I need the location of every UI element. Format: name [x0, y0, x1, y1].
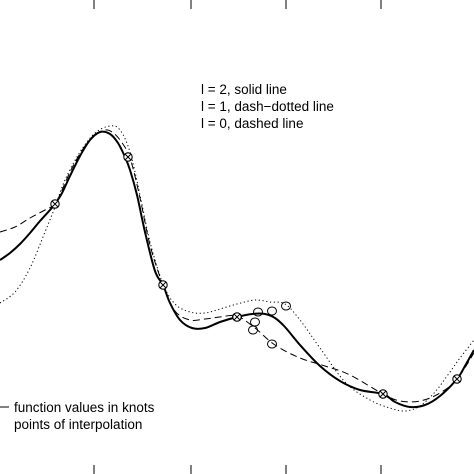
interpolation-point: [248, 325, 258, 335]
curves-layer: [0, 125, 474, 412]
knot-marker: [123, 152, 133, 162]
annotation-l2: l = 2, solid line: [201, 82, 287, 97]
knot-cross-b: [453, 375, 461, 383]
interpolation-point: [250, 317, 260, 327]
knot-marker: [50, 199, 60, 209]
markers-layer: [50, 152, 462, 399]
annotation-l0: l = 0, dashed line: [201, 116, 303, 131]
interpolation-point: [253, 307, 263, 317]
knot-marker: [158, 280, 168, 290]
plot-frame: [93, 0, 382, 474]
legend-knots-label: function values in knots: [14, 400, 155, 415]
legend-interp-label: points of interpolation: [14, 417, 142, 432]
knot-marker: [378, 389, 388, 399]
knot-cross-b: [233, 313, 241, 321]
series-l1-dash-line: [0, 129, 474, 403]
knot-cross-b: [379, 390, 387, 398]
interpolation-point: [267, 339, 277, 349]
knot-cross-b: [159, 281, 167, 289]
knot-cross-b: [124, 153, 132, 161]
knot-marker: [452, 374, 462, 384]
interpolation-point: [281, 301, 291, 311]
interpolation-point: [267, 306, 277, 316]
annotation-l1: l = 1, dash−dotted line: [201, 99, 334, 114]
knot-marker: [232, 312, 242, 322]
knot-cross-b: [51, 200, 59, 208]
series-l0-dotted-line: [0, 125, 474, 412]
series-l2-solid-line: [0, 130, 474, 409]
